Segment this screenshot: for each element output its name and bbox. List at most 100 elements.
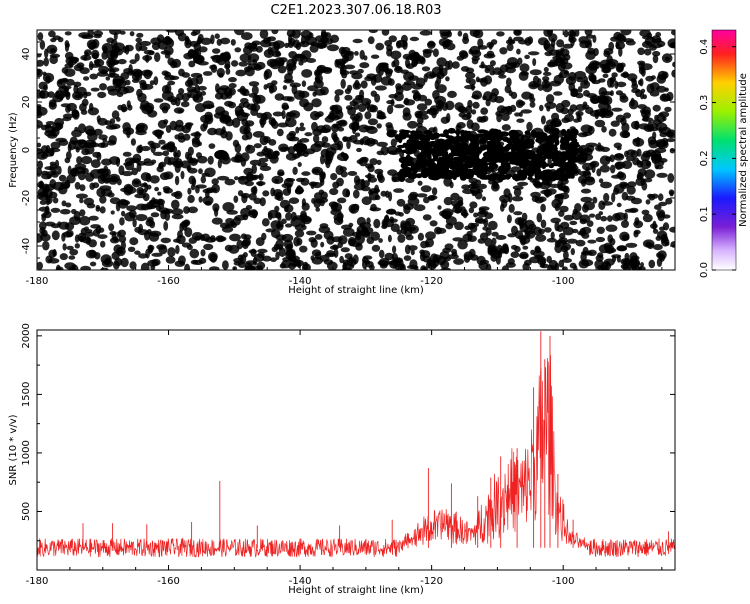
spectrogram-cell <box>337 197 347 204</box>
spectrogram-cell <box>578 152 588 163</box>
spectrogram-cell <box>630 266 643 270</box>
spectrogram-cell <box>277 169 285 177</box>
spectrogram-signal-cell <box>460 129 465 138</box>
spectrogram-signal-cell <box>449 156 454 163</box>
y-tick-label: 1500 <box>21 382 32 407</box>
spectrogram-cell <box>157 198 164 205</box>
spectrogram-cell <box>466 230 473 237</box>
spectrogram-cell <box>107 88 119 96</box>
spectrogram-cell <box>384 252 395 261</box>
spectrogram-cell <box>167 57 175 66</box>
spectrogram-signal-cell <box>551 157 562 163</box>
spectrogram-cell <box>608 128 617 137</box>
spectrogram-cell <box>551 112 560 121</box>
spectrogram-cell <box>257 252 265 258</box>
spectrogram-cell <box>661 71 669 79</box>
spectrogram-cell <box>84 125 95 135</box>
spectrogram-cell <box>177 136 186 143</box>
spectrogram-cell <box>342 136 353 142</box>
spectrogram-signal-cell <box>423 168 433 172</box>
spectrogram-cell <box>271 229 281 239</box>
spectrogram-cell <box>90 159 101 169</box>
x-tick-label: -180 <box>26 276 49 287</box>
spectrogram-cell <box>446 113 451 123</box>
spectrogram-cell <box>464 84 476 90</box>
spectrogram-cell <box>475 76 480 83</box>
spectrogram-cell <box>607 234 613 243</box>
spectrogram-cell <box>314 112 322 118</box>
spectrogram-cell <box>598 78 606 83</box>
spectrogram-cell <box>119 30 126 35</box>
spectrogram-cell <box>559 205 569 213</box>
spectrogram-cell <box>368 30 378 34</box>
spectrogram-cell <box>262 190 270 197</box>
spectrogram-cell <box>467 222 475 230</box>
spectrogram-cell <box>520 109 532 114</box>
spectrogram-cell <box>267 209 279 219</box>
spectrogram-cell <box>96 151 102 161</box>
spectrogram-cell <box>102 45 108 54</box>
spectrogram-cell <box>37 261 43 270</box>
spectrogram-cell <box>636 159 641 165</box>
spectrogram-cell <box>548 259 558 270</box>
snr-series-line <box>37 355 675 558</box>
spectrogram-cell <box>391 60 396 68</box>
spectrogram-cell <box>343 64 356 70</box>
spectrogram-cell <box>657 139 669 150</box>
spectrogram-cell <box>320 177 325 186</box>
spectrogram-cell <box>237 190 244 197</box>
spectrogram-cell <box>234 143 242 154</box>
spectrogram-cell <box>386 48 393 57</box>
spectrogram-cell <box>445 76 450 82</box>
spectrogram-cell <box>262 111 272 120</box>
spectrogram-signal-cell <box>561 157 569 161</box>
spectrogram-cell <box>376 123 382 129</box>
snr-x-label: Height of straight line (km) <box>288 585 424 596</box>
spectrogram-cell <box>405 217 416 227</box>
spectrogram-cell <box>277 244 283 251</box>
spectrogram-cell <box>344 94 353 101</box>
spectrogram-peak <box>534 159 541 165</box>
spectrogram-signal-cell <box>436 138 446 145</box>
spectrogram-cell <box>209 266 220 270</box>
spectrogram-cell <box>109 59 120 65</box>
spectrogram-signal-cell <box>445 140 453 145</box>
spectrogram-signal-cell <box>546 139 554 147</box>
spectrogram-cell <box>554 221 560 232</box>
spectrogram-cell <box>244 66 252 72</box>
spectrogram-cell <box>145 54 150 63</box>
spectrogram-cell <box>112 75 125 86</box>
spectrogram-cell <box>336 61 345 69</box>
spectrogram-cell <box>39 40 46 50</box>
spectrogram-cell <box>285 117 297 128</box>
spectrogram-cell <box>387 234 392 243</box>
spectrogram-signal-cell <box>567 158 577 164</box>
spectrogram-cell <box>562 258 572 263</box>
spectrogram-cell <box>42 183 50 194</box>
spectrogram-cell <box>611 72 618 78</box>
spectrogram-cell <box>330 208 342 216</box>
spectrogram-cell <box>79 215 91 226</box>
spectrogram-cell <box>560 62 573 70</box>
colorbar-tick-label: 0.3 <box>699 95 710 111</box>
spectrogram-cell <box>537 256 547 266</box>
spectrogram-cell <box>295 126 300 134</box>
spectrogram-cell <box>370 54 380 59</box>
spectrogram-cell <box>246 103 257 111</box>
spectrogram-cell <box>189 89 198 94</box>
spectrogram-cell <box>134 53 140 62</box>
spectrogram-cell <box>321 142 331 148</box>
spectrogram-cell <box>314 43 327 48</box>
spectrogram-cell <box>184 263 191 270</box>
spectrogram-cell <box>313 134 320 143</box>
spectrogram-cell <box>80 54 92 61</box>
spectrogram-cell <box>582 246 589 256</box>
spectrogram-cell <box>611 107 623 112</box>
spectrogram-cell <box>351 121 360 132</box>
spectrogram-cell <box>416 103 428 111</box>
x-tick-label: -160 <box>157 276 180 287</box>
spectrogram-cell <box>387 129 398 134</box>
spectrogram-signal-cell <box>569 142 580 149</box>
spectrogram-cell <box>378 64 389 72</box>
spectrogram-cell <box>118 165 125 176</box>
